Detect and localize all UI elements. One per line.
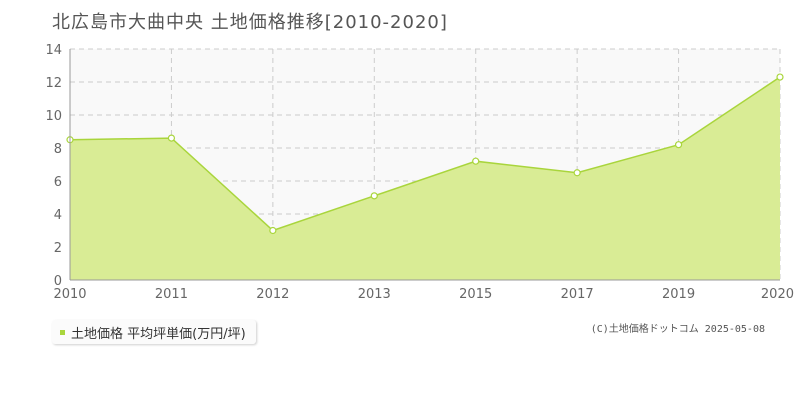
x-tick-label: 2011 xyxy=(155,287,188,302)
x-tick-labels: 2010 2011 2012 2013 2015 2017 2019 2020 xyxy=(53,287,794,302)
y-tick-label: 8 xyxy=(54,142,62,157)
y-tick-label: 2 xyxy=(54,241,62,256)
data-point xyxy=(167,134,176,142)
x-tick-label: 2010 xyxy=(53,287,86,302)
data-point xyxy=(573,169,581,177)
y-tick-label: 6 xyxy=(54,175,62,190)
y-tick-label: 0 xyxy=(54,274,62,289)
x-tick-label: 2019 xyxy=(662,287,695,302)
legend-swatch xyxy=(60,329,65,335)
x-tick-label: 2015 xyxy=(459,287,492,302)
x-tick-label: 2013 xyxy=(358,287,391,302)
data-point xyxy=(370,192,378,200)
x-tick-label: 2020 xyxy=(761,287,794,302)
series-line xyxy=(69,76,781,232)
series-area xyxy=(70,77,780,280)
data-point xyxy=(776,73,784,81)
legend: 土地価格 平均坪単価(万円/坪) xyxy=(52,320,256,344)
data-point xyxy=(674,141,683,149)
copyright-text: (C)土地価格ドットコム 2025-05-08 xyxy=(590,324,765,335)
y-tick-label: 10 xyxy=(45,109,62,124)
y-tick-label: 12 xyxy=(45,76,62,91)
y-tick-labels: 0 2 4 6 8 10 12 14 xyxy=(45,43,62,289)
y-tick-label: 4 xyxy=(54,208,62,223)
data-point xyxy=(472,157,480,165)
data-points xyxy=(66,73,784,235)
chart-title: 北広島市大曲中央 土地価格推移[2010-2020] xyxy=(52,12,448,33)
x-tick-label: 2012 xyxy=(256,287,289,302)
x-tick-label: 2017 xyxy=(561,287,594,302)
y-tick-label: 14 xyxy=(45,43,62,58)
legend-label: 土地価格 平均坪単価(万円/坪) xyxy=(71,326,246,342)
data-point xyxy=(269,226,277,235)
